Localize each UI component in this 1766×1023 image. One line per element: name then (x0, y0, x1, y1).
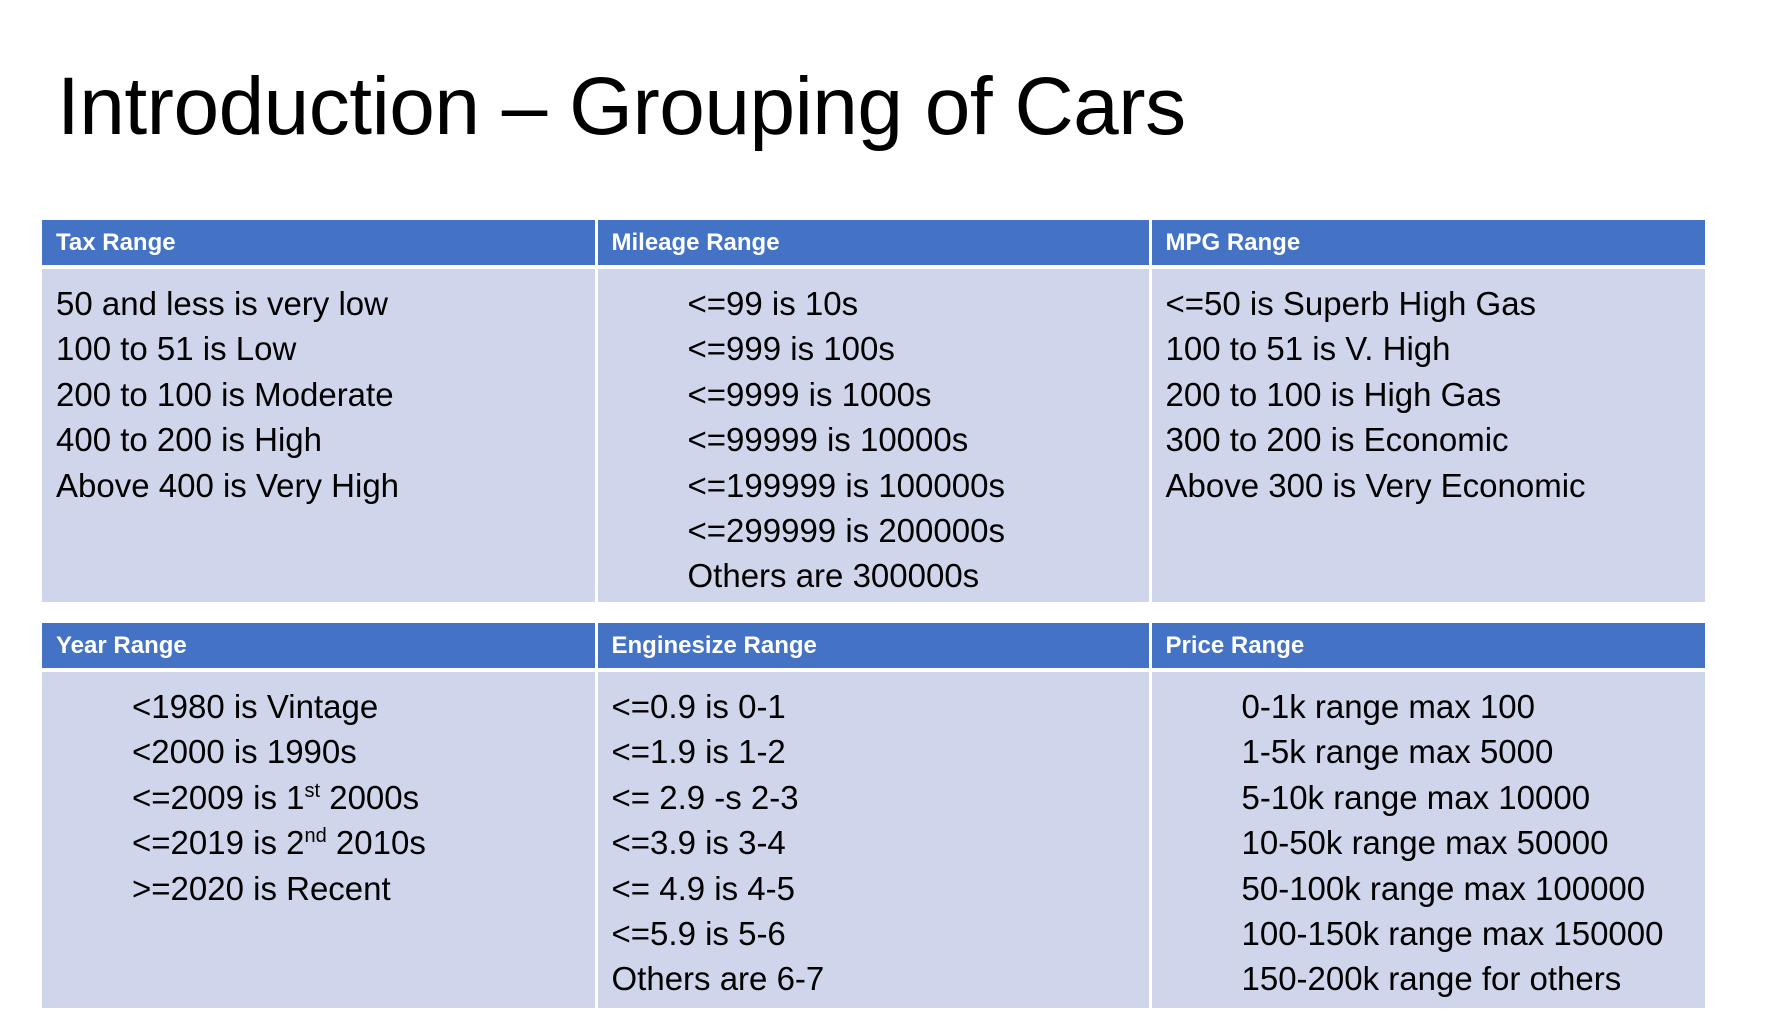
tax-range-line: 50 and less is very low (56, 285, 388, 322)
table-header-row: Tax Range Mileage Range MPG Range (42, 220, 1705, 269)
year-range-line: <=2009 is 1st 2000s (56, 775, 581, 820)
table-body-row: <1980 is Vintage <2000 is 1990s <=2009 i… (42, 670, 1705, 1008)
enginesize-range-line: <=3.9 is 3-4 (611, 824, 786, 862)
price-range-line: 50-100k range max 100000 (1241, 869, 1646, 907)
year-range-line: <2000 is 1990s (132, 733, 357, 771)
mileage-range-line: <=299999 is 200000s (687, 512, 1005, 550)
slide-title: Introduction – Grouping of Cars (57, 61, 1186, 152)
table-header-row: Year Range Enginesize Range Price Range (42, 623, 1705, 672)
enginesize-range-line: <= 4.9 is 4-5 (611, 869, 795, 907)
enginesize-range-line: <=1.9 is 1-2 (611, 733, 786, 771)
mpg-range-line: 100 to 51 is V. High (1165, 330, 1451, 368)
mileage-range-cell: <=99 is 10s <=999 is 100s <=9999 is 1000… (596, 267, 1152, 602)
tax-range-line: Above 400 is Very High (56, 466, 400, 504)
ranges-table-bottom: Year Range Enginesize Range Price Range … (42, 623, 1705, 1008)
price-range-line: 1-5k range max 5000 (1241, 733, 1554, 771)
mileage-range-line: <=999 is 100s (687, 330, 895, 368)
enginesize-range-header: Enginesize Range (596, 623, 1152, 672)
price-range-line: 100-150k range max 150000 (1241, 915, 1664, 953)
year-range-header: Year Range (42, 623, 598, 672)
price-range-line: 150-200k range for others (1241, 960, 1622, 998)
enginesize-range-cell: <=0.9 is 0-1 <=1.9 is 1-2 <= 2.9 -s 2-3 … (596, 670, 1152, 1008)
year-range-line: <1980 is Vintage (132, 688, 379, 725)
mpg-range-header: MPG Range (1150, 220, 1705, 269)
mileage-range-line: <=99 is 10s (687, 285, 859, 322)
enginesize-range-line: <=0.9 is 0-1 (611, 688, 786, 725)
mpg-range-line: 200 to 100 is High Gas (1165, 375, 1502, 413)
enginesize-range-line: <= 2.9 -s 2-3 (611, 778, 799, 816)
year-range-text: <=2019 is 2 (132, 824, 305, 862)
ordinal-suffix: nd (304, 825, 327, 848)
mileage-range-line: Others are 300000s (687, 557, 980, 595)
mpg-range-line: Above 300 is Very Economic (1165, 466, 1586, 504)
table-body-row: 50 and less is very low 100 to 51 is Low… (42, 267, 1705, 602)
year-range-line: <=2019 is 2nd 2010s (56, 820, 581, 865)
price-range-line: 5-10k range max 10000 (1241, 778, 1591, 816)
mpg-range-line: 300 to 200 is Economic (1165, 421, 1509, 459)
year-range-line: >=2020 is Recent (132, 869, 391, 907)
tax-range-cell: 50 and less is very low 100 to 51 is Low… (42, 267, 598, 602)
mpg-range-cell: <=50 is Superb High Gas 100 to 51 is V. … (1150, 267, 1705, 602)
mileage-range-header: Mileage Range (596, 220, 1152, 269)
mileage-range-line: <=199999 is 100000s (687, 466, 1005, 504)
mileage-range-line: <=99999 is 10000s (687, 421, 969, 459)
tax-range-header: Tax Range (42, 220, 598, 269)
ranges-table-top: Tax Range Mileage Range MPG Range 50 and… (42, 220, 1705, 602)
mileage-range-line: <=9999 is 1000s (687, 375, 932, 413)
tax-range-line: 400 to 200 is High (56, 421, 323, 459)
mpg-range-line: <=50 is Superb High Gas (1165, 285, 1537, 322)
year-range-text: 2000s (320, 778, 420, 816)
price-range-line: 0-1k range max 100 (1241, 688, 1536, 725)
year-range-text: <=2009 is 1 (132, 778, 305, 816)
year-range-text: 2010s (326, 824, 426, 862)
price-range-header: Price Range (1150, 623, 1705, 672)
tax-range-line: 200 to 100 is Moderate (56, 375, 394, 413)
year-range-cell: <1980 is Vintage <2000 is 1990s <=2009 i… (42, 670, 598, 1008)
price-range-line: 10-50k range max 50000 (1241, 824, 1609, 862)
tax-range-line: 100 to 51 is Low (56, 330, 297, 368)
price-range-cell: 0-1k range max 100 1-5k range max 5000 5… (1150, 670, 1705, 1008)
ordinal-suffix: st (304, 779, 321, 802)
enginesize-range-line: Others are 6-7 (611, 960, 825, 998)
enginesize-range-line: <=5.9 is 5-6 (611, 915, 786, 953)
